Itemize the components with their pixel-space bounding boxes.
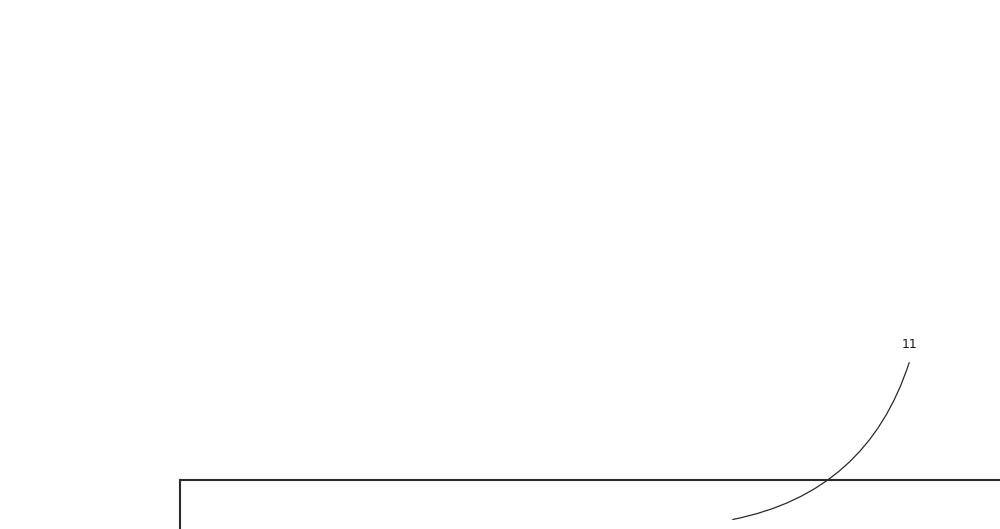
Text: 11: 11 (902, 339, 918, 351)
